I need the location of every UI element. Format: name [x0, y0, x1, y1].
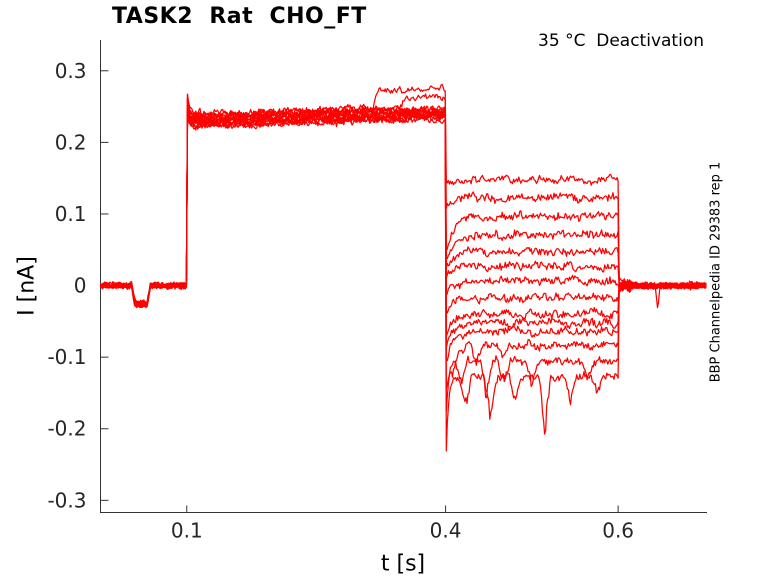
trace-sweep: [100, 103, 707, 306]
chart-title: TASK2 Rat CHO_FT: [112, 4, 367, 29]
trace-sweep: [100, 108, 707, 308]
y-tick-label: -0.2: [47, 417, 86, 441]
trace-sweep: [99, 109, 707, 338]
temperature-annotation: 35 °C Deactivation: [538, 31, 704, 51]
y-tick-label: 0: [74, 274, 87, 298]
y-tick-label: -0.1: [47, 345, 86, 369]
side-note: BBP Channelpedia ID 29383 rep 1: [708, 161, 724, 383]
trace-group: [99, 83, 707, 452]
y-tick-label: 0.2: [55, 130, 87, 154]
x-tick-label: 0.6: [602, 519, 634, 543]
trace-sweep: [100, 114, 707, 452]
x-tick-label: 0.1: [171, 519, 203, 543]
trace-sweep: [100, 110, 707, 349]
trace-sweep: [100, 112, 707, 390]
trace-sweep: [100, 108, 707, 314]
trace-sweep: [100, 83, 707, 307]
trace-sweep: [99, 110, 707, 362]
trace-sweep: [100, 112, 707, 412]
y-axis-label: I [nA]: [14, 256, 40, 316]
x-tick-label: 0.4: [430, 519, 462, 543]
y-tick-label: -0.3: [47, 488, 86, 512]
trace-sweep: [100, 97, 707, 307]
y-tick-label: 0.3: [55, 59, 87, 83]
trace-sweep: [99, 109, 707, 309]
y-tick-label: 0.1: [55, 202, 87, 226]
x-axis-label: t [s]: [380, 551, 426, 577]
